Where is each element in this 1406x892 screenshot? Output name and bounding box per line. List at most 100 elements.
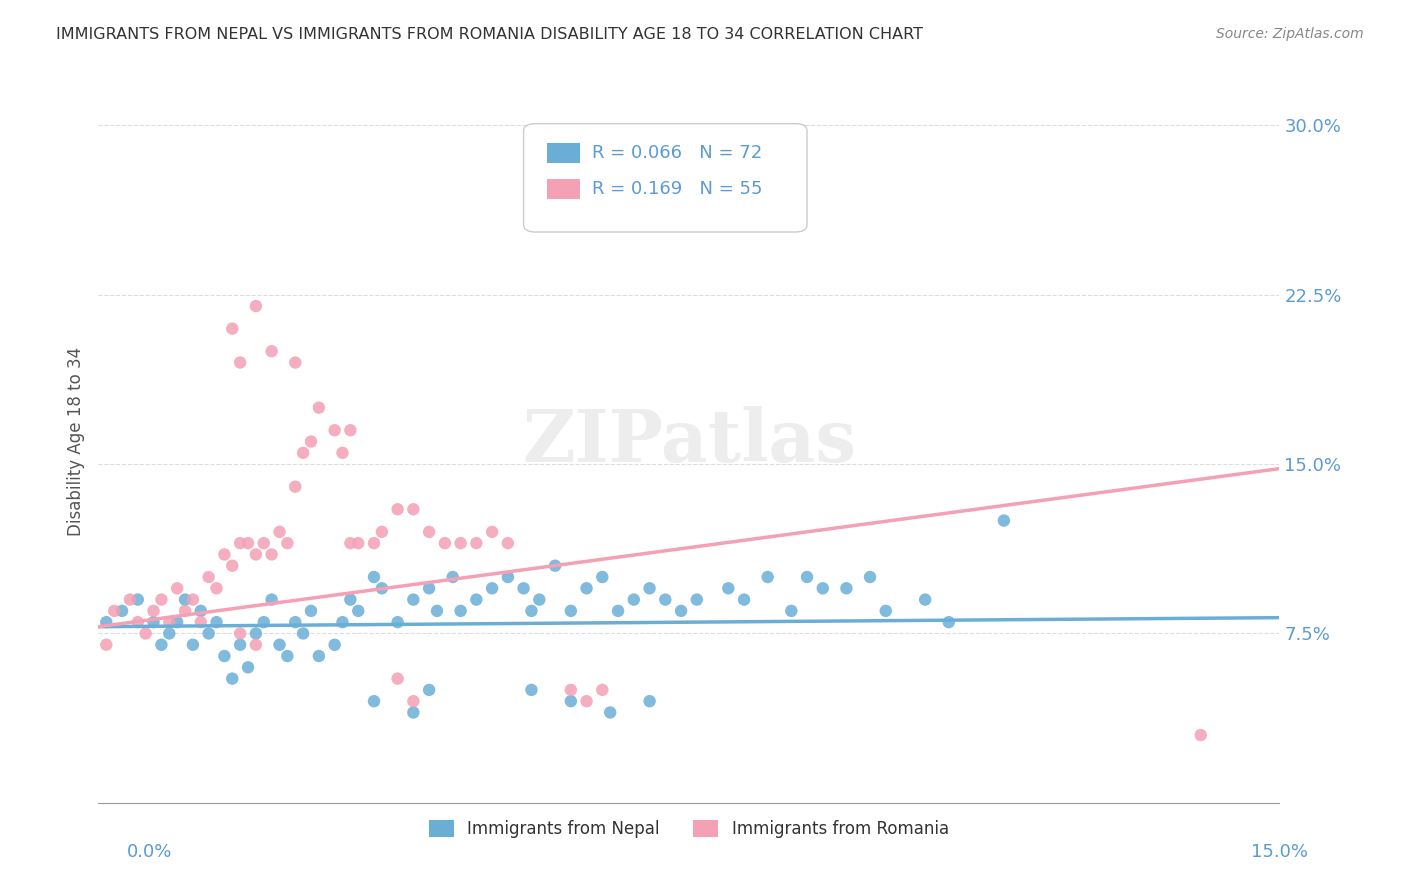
Point (993, 514, 1015, 528)
Point (591, 682, 613, 697)
Point (292, 446, 315, 460)
Point (221, 558, 243, 573)
Point (284, 355, 307, 369)
Point (245, 299, 267, 313)
Point (339, 423, 361, 437)
Point (875, 604, 897, 618)
Point (190, 604, 212, 618)
Text: R = 0.169   N = 55: R = 0.169 N = 55 (592, 179, 762, 198)
Point (229, 626, 252, 640)
Point (229, 355, 252, 369)
Point (221, 321, 243, 335)
Point (387, 615, 409, 630)
Point (607, 604, 630, 618)
Point (260, 548, 283, 562)
Point (560, 604, 582, 618)
Point (166, 582, 188, 596)
Point (181, 592, 204, 607)
Point (269, 524, 291, 539)
Point (520, 682, 543, 697)
Text: ZIPatlas: ZIPatlas (522, 406, 856, 477)
Point (229, 638, 252, 652)
Point (323, 638, 346, 652)
Point (654, 592, 676, 607)
Point (205, 582, 228, 596)
Point (496, 570, 519, 584)
Point (127, 592, 149, 607)
Point (269, 638, 291, 652)
FancyBboxPatch shape (547, 143, 581, 163)
Text: IMMIGRANTS FROM NEPAL VS IMMIGRANTS FROM ROMANIA DISABILITY AGE 18 TO 34 CORRELA: IMMIGRANTS FROM NEPAL VS IMMIGRANTS FROM… (56, 27, 924, 42)
Point (591, 570, 613, 584)
Point (638, 694, 661, 708)
Point (481, 524, 503, 539)
Point (245, 638, 267, 652)
Point (450, 536, 472, 550)
Point (835, 582, 858, 596)
Point (135, 626, 157, 640)
Point (292, 626, 315, 640)
Point (323, 423, 346, 437)
Point (756, 570, 779, 584)
Point (276, 536, 298, 550)
Point (260, 344, 283, 359)
Point (276, 648, 298, 663)
Point (418, 682, 440, 697)
Point (96, 615, 118, 630)
Point (308, 401, 330, 415)
Point (229, 536, 252, 550)
Point (733, 592, 755, 607)
Point (253, 536, 276, 550)
Point (418, 582, 440, 596)
FancyBboxPatch shape (547, 179, 581, 200)
Point (575, 582, 598, 596)
Point (308, 648, 330, 663)
Point (938, 615, 960, 630)
Point (811, 582, 834, 596)
Point (402, 694, 425, 708)
Point (214, 648, 236, 663)
Text: 15.0%: 15.0% (1250, 843, 1308, 861)
Point (253, 615, 276, 630)
Point (299, 434, 322, 449)
Point (450, 604, 472, 618)
Point (363, 536, 385, 550)
Point (103, 604, 125, 618)
Point (599, 706, 621, 720)
Point (669, 604, 692, 618)
Point (142, 615, 165, 630)
Text: Source: ZipAtlas.com: Source: ZipAtlas.com (1216, 27, 1364, 41)
Point (402, 592, 425, 607)
FancyBboxPatch shape (523, 124, 807, 232)
Point (157, 615, 180, 630)
Point (150, 592, 173, 607)
Point (190, 615, 212, 630)
Point (426, 604, 449, 618)
Point (339, 536, 361, 550)
Point (118, 592, 141, 607)
Y-axis label: Disability Age 18 to 34: Disability Age 18 to 34 (66, 347, 84, 536)
Point (299, 604, 322, 618)
Point (1189, 728, 1212, 742)
Point (127, 615, 149, 630)
Point (560, 682, 582, 697)
Point (465, 536, 488, 550)
Point (638, 582, 661, 596)
Point (418, 524, 440, 539)
Point (387, 672, 409, 686)
Point (859, 570, 882, 584)
Point (465, 592, 488, 607)
Point (402, 706, 425, 720)
Point (520, 604, 543, 618)
Legend: Immigrants from Nepal, Immigrants from Romania: Immigrants from Nepal, Immigrants from R… (422, 814, 956, 845)
Point (284, 615, 307, 630)
Point (560, 694, 582, 708)
Point (441, 570, 464, 584)
Point (481, 582, 503, 596)
Point (197, 626, 219, 640)
Point (544, 558, 567, 573)
Point (214, 548, 236, 562)
Point (111, 604, 134, 618)
Point (717, 582, 740, 596)
Point (363, 570, 385, 584)
